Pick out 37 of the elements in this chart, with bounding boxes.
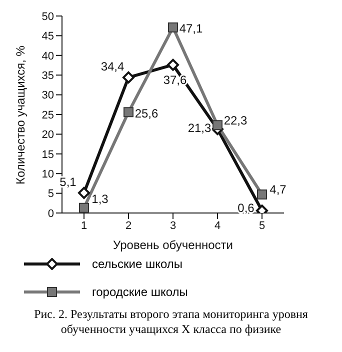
text: Рис. 2. Результаты второго этапа мониторинга уровня обученности учащихся X класса по физике (33, 307, 309, 337)
data-label: 34,4 (100, 60, 124, 74)
point (78, 186, 90, 199)
point (79, 202, 89, 213)
x-tick-label: 4 (214, 220, 221, 232)
y-tick-label: 30 (42, 90, 54, 102)
data-label: 0,6 (238, 200, 255, 215)
data-label: 21,3 (188, 121, 212, 136)
y-tick-label: 45 (42, 30, 54, 43)
y-tick-label: 25 (42, 109, 54, 122)
point (168, 22, 178, 32)
data-label: 1,3 (92, 192, 109, 206)
y-tick-label: 20 (42, 129, 54, 142)
y-tick-label: 40 (42, 50, 54, 62)
data-label: 4,7 (270, 182, 287, 197)
x-tick-label: 5 (258, 220, 266, 232)
point (212, 120, 222, 130)
data-label: 47,1 (179, 22, 203, 36)
x-tick-label: 3 (170, 220, 176, 232)
y-tick-label: 15 (42, 148, 54, 161)
y-tick-label: 50 (42, 10, 54, 23)
point (257, 189, 267, 200)
y-tick-label: 0 (48, 208, 54, 220)
point (124, 107, 134, 118)
y-axis-title: Количество учащихся, % (13, 45, 28, 184)
x-axis-title: Уровень обученности (113, 238, 233, 252)
legend-label: городские школы (92, 285, 188, 299)
x-tick-label: 2 (125, 220, 132, 232)
data-label: 25,6 (134, 106, 158, 120)
x-tick-label: 1 (80, 220, 88, 232)
data-label: 22,3 (224, 113, 248, 128)
point (122, 71, 134, 84)
legend-label: сельские школы (92, 257, 183, 271)
y-tick-label: 5 (48, 188, 54, 200)
y-tick-label: 35 (42, 70, 54, 82)
point (167, 58, 179, 71)
y-tick-label: 10 (42, 168, 54, 181)
